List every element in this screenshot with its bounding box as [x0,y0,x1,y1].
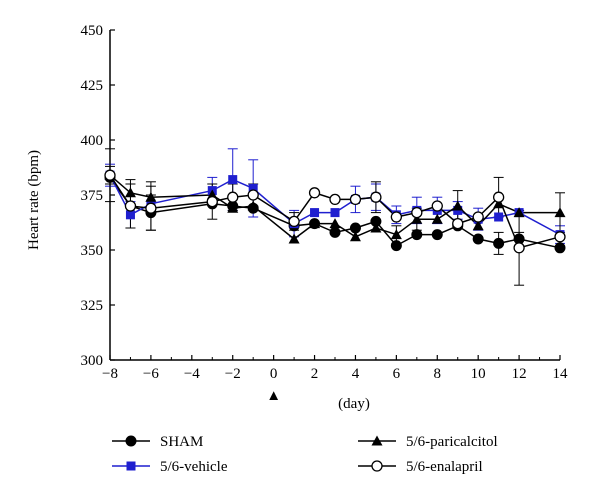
legend-label: SHAM [160,434,203,450]
data-point [472,211,484,223]
legend-label: 5/6-paricalcitol [406,434,498,450]
data-point [349,231,361,242]
y-tick-label: 300 [81,353,104,369]
data-point [330,208,340,218]
data-point [431,213,443,224]
data-point [206,195,218,208]
data-point [124,200,137,212]
data-point [452,200,464,211]
data-point [247,200,259,211]
data-point [349,193,362,206]
y-tick-label: 450 [81,23,104,39]
data-point [411,206,423,219]
x-axis-title: (day) [338,396,370,412]
data-point [329,226,341,238]
y-tick-label: 425 [81,78,104,94]
data-point [513,242,525,254]
data-point [228,175,238,185]
data-point [472,233,484,245]
y-tick-label: 325 [81,298,104,314]
y-axis-title: Heart rate (bpm) [26,150,42,250]
x-tick-label: 14 [553,366,569,382]
data-point [493,198,505,209]
series-markers [104,169,566,254]
x-ticks: −8 −6 −4 −2 0 2 4 6 8 10 12 14 [102,355,568,382]
legend: SHAM 5/6-vehicle 5/6-paricalcitol 5/6-enala… [112,434,498,475]
legend-marker [371,435,383,446]
data-point [248,183,258,193]
data-point [370,191,382,203]
legend-item: 5/6-vehicle [112,459,228,475]
x-tick-label: 12 [512,366,527,382]
treatment-start-marker: ▲ [266,388,281,404]
x-tick-label: −2 [225,366,241,382]
data-point [125,210,135,220]
data-point [370,222,382,233]
data-point [411,229,423,241]
data-point [431,229,443,241]
legend-marker [125,435,137,447]
legend-item: 5/6-paricalcitol [358,434,498,450]
data-point [145,202,157,214]
data-point [247,189,259,201]
x-tick-label: 4 [352,366,360,382]
data-point [124,187,136,198]
data-point [554,242,566,254]
data-point [308,187,321,199]
data-point [309,218,321,229]
data-point [329,218,341,229]
data-point [472,220,484,231]
data-point [554,231,566,243]
x-tick-label: 2 [311,366,319,382]
data-point [493,237,505,249]
data-point [104,169,116,181]
x-tick-label: −6 [143,366,159,382]
data-point [227,202,239,213]
x-tick-label: −8 [102,366,118,382]
data-point [494,212,504,222]
legend-marker [371,460,383,472]
data-point [390,240,402,252]
y-tick-label: 400 [81,133,104,149]
x-tick-label: −4 [184,366,200,382]
y-tick-label: 375 [81,188,104,204]
data-point [227,191,239,203]
legend-marker [126,461,136,471]
data-point [145,191,157,202]
data-point [513,207,525,218]
data-point [492,191,505,203]
data-point [452,217,464,230]
legend-label: 5/6-vehicle [160,459,228,475]
y-ticks: 300 325 350 375 400 425 450 [81,23,115,369]
data-point [329,193,341,206]
legend-item: SHAM [112,434,203,450]
x-tick-label: 10 [471,366,486,382]
data-point [288,215,300,228]
x-tick-label: 6 [393,366,401,382]
data-point [310,208,320,218]
y-tick-label: 350 [81,243,104,259]
data-point [390,229,402,240]
legend-label: 5/6-enalapril [406,459,483,475]
data-point [411,213,423,224]
data-point [554,207,566,218]
x-tick-label: 8 [434,366,442,382]
data-point [431,200,443,212]
legend-item: 5/6-enalapril [358,459,483,475]
data-point [390,211,403,223]
x-tick-label: 0 [270,366,278,382]
data-point [288,233,300,244]
